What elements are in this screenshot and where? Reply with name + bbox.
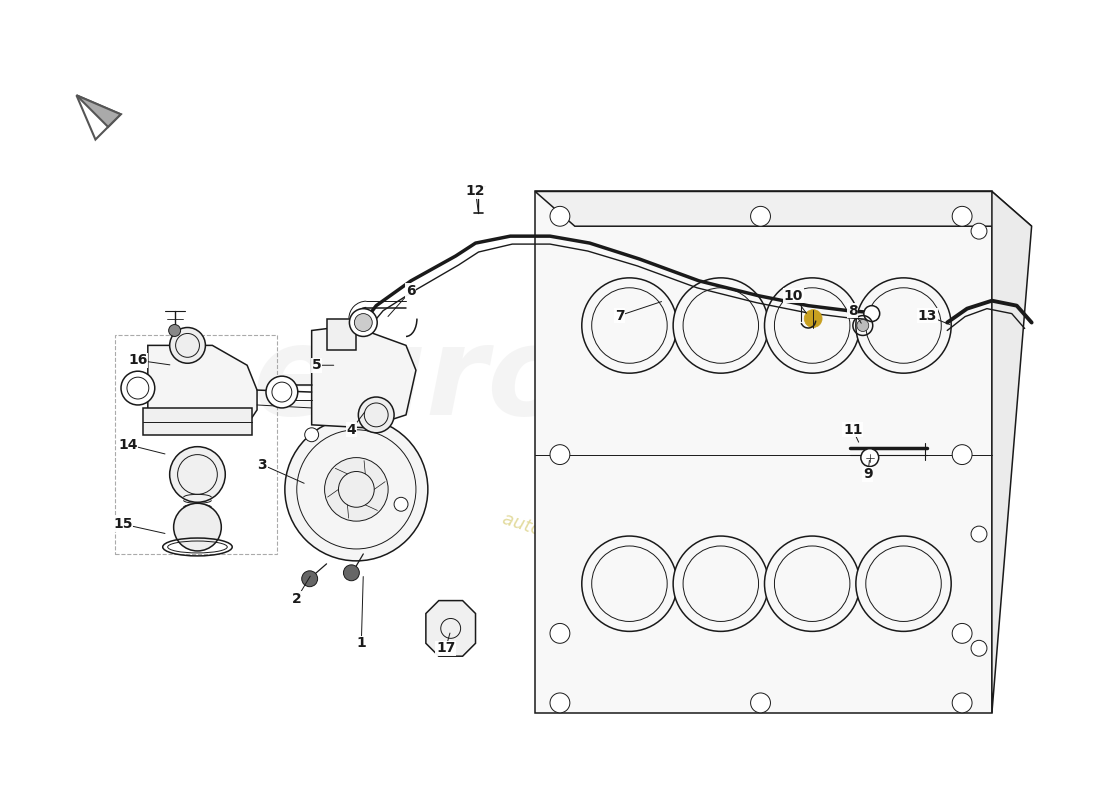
Circle shape [550,693,570,713]
Circle shape [864,306,880,322]
Circle shape [343,565,360,581]
Polygon shape [77,95,121,139]
Polygon shape [535,191,992,713]
Circle shape [174,503,221,551]
Circle shape [394,498,408,511]
Circle shape [861,449,879,466]
Circle shape [804,310,822,327]
Text: 15: 15 [113,517,133,531]
Text: 16: 16 [129,354,147,367]
Circle shape [582,536,678,631]
Circle shape [550,206,570,226]
Text: euro: euro [252,320,573,441]
Polygon shape [77,95,121,127]
Circle shape [673,536,769,631]
Circle shape [121,371,155,405]
Circle shape [305,428,319,442]
Text: 11: 11 [843,422,862,437]
Circle shape [750,206,770,226]
Text: 10: 10 [783,289,803,302]
Text: 17: 17 [436,642,455,655]
Circle shape [857,319,869,331]
Circle shape [169,446,226,502]
Polygon shape [147,346,257,430]
Circle shape [168,325,180,337]
Text: 6: 6 [406,284,416,298]
Circle shape [582,278,678,373]
Polygon shape [535,191,1032,226]
Text: a passion for
auto parts since 1985: a passion for auto parts since 1985 [500,490,700,588]
Polygon shape [426,601,475,656]
Circle shape [764,536,860,631]
Circle shape [673,278,769,373]
Circle shape [971,223,987,239]
Circle shape [764,278,860,373]
Circle shape [354,314,372,331]
Text: 2: 2 [292,592,301,606]
Text: 7: 7 [615,309,625,322]
Circle shape [953,445,972,465]
Circle shape [971,526,987,542]
Circle shape [953,206,972,226]
Text: 13: 13 [917,309,937,322]
Circle shape [324,458,388,521]
Circle shape [169,327,206,363]
Text: 8: 8 [848,304,858,318]
Polygon shape [143,408,252,434]
Circle shape [550,623,570,643]
Circle shape [350,309,377,337]
Text: 3: 3 [257,458,267,471]
Circle shape [550,445,570,465]
Polygon shape [311,326,416,428]
Circle shape [285,418,428,561]
Circle shape [359,397,394,433]
Text: 14: 14 [118,438,138,452]
Circle shape [856,278,952,373]
Circle shape [953,693,972,713]
Circle shape [301,571,318,586]
Text: 12: 12 [465,185,485,198]
Text: 1: 1 [356,636,366,650]
Polygon shape [992,191,1032,713]
Circle shape [266,376,298,408]
Circle shape [953,623,972,643]
Text: 9: 9 [864,467,872,482]
Text: 4: 4 [346,422,356,437]
Circle shape [750,693,770,713]
Polygon shape [327,318,356,350]
Circle shape [856,536,952,631]
Circle shape [971,640,987,656]
Text: 5: 5 [311,358,321,372]
